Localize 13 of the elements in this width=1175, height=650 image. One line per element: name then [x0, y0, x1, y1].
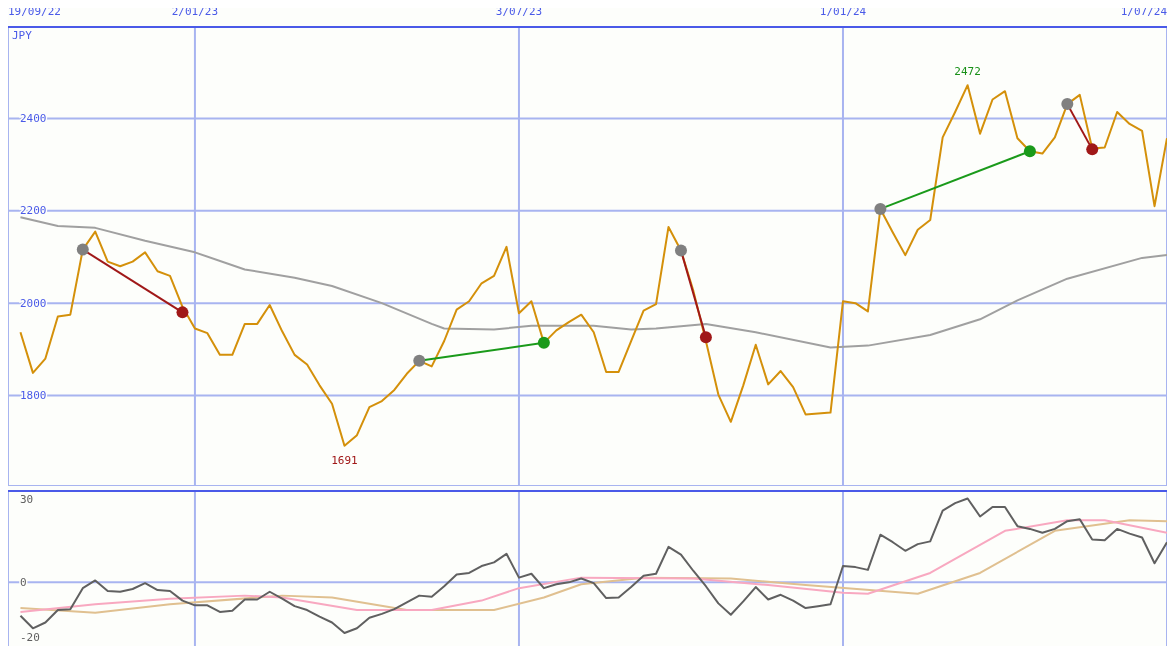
y-axis-title: JPY [12, 28, 33, 42]
line-series [19, 497, 1167, 634]
line-series [19, 216, 1167, 349]
y-tick-label: -20 [20, 631, 40, 645]
y-tick-label: 2200 [20, 204, 47, 218]
y-tick-label: 0 [20, 575, 27, 589]
line-series [19, 84, 1167, 447]
y-tick-label: 30 [20, 492, 34, 506]
annotation: 2472 [954, 65, 981, 79]
y-tick-label: 1800 [20, 388, 47, 402]
y-tick-label: 2000 [20, 296, 47, 310]
y-tick-label: 2400 [20, 111, 47, 125]
annotation: 1691 [331, 453, 358, 467]
